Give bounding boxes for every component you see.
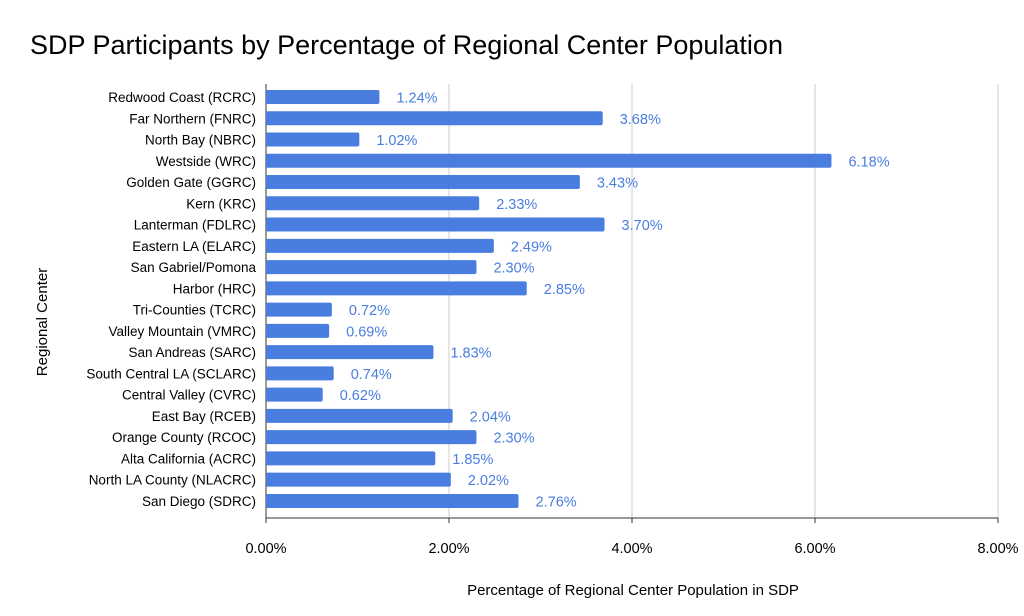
data-label: 1.24% (396, 91, 437, 107)
category-label: San Andreas (SARC) (128, 345, 256, 360)
category-label: North Bay (NBRC) (145, 133, 256, 148)
category-label: Orange County (RCOC) (112, 430, 256, 445)
bar (266, 302, 332, 317)
category-label: South Central LA (SCLARC) (86, 366, 256, 381)
category-label: Redwood Coast (RCRC) (108, 90, 256, 105)
bar (266, 132, 360, 147)
labels: 0.00% 2.00% 4.00% 6.00% 8.00% Redwood Coast (… (86, 90, 1018, 557)
data-label: 2.33% (496, 197, 537, 213)
bar (266, 175, 580, 190)
x-axis-title: Percentage of Regional Center Population… (467, 582, 799, 599)
bar (266, 430, 477, 445)
y-axis-title: Regional Center (34, 268, 51, 376)
category-label: Tri-Counties (TCRC) (133, 303, 256, 318)
category-label: East Bay (RCEB) (152, 409, 256, 424)
x-tick-label: 6.00% (794, 541, 835, 557)
data-label: 2.30% (493, 261, 534, 277)
bar (266, 217, 605, 232)
category-label: Harbor (HRC) (173, 281, 256, 296)
data-label: 0.69% (346, 324, 387, 340)
data-label: 2.49% (511, 239, 552, 255)
data-label: 3.70% (622, 218, 663, 234)
bar (266, 90, 380, 104)
category-label: Central Valley (CVRC) (122, 388, 256, 403)
bar (266, 387, 323, 402)
data-label: 2.85% (544, 282, 585, 298)
bar (266, 345, 434, 360)
bar (266, 153, 832, 168)
bars (266, 90, 832, 508)
bar (266, 281, 527, 296)
bar (266, 323, 330, 338)
bar (266, 238, 494, 253)
data-label: 3.68% (620, 112, 661, 128)
x-tick-label: 0.00% (245, 541, 286, 557)
data-label: 0.72% (349, 303, 390, 319)
bar (266, 111, 603, 126)
x-tick-label: 4.00% (611, 541, 652, 557)
category-label: Golden Gate (GGRC) (126, 175, 256, 190)
category-label: Valley Mountain (VMRC) (108, 324, 256, 339)
data-label: 0.74% (351, 367, 392, 383)
bar (266, 196, 480, 211)
data-label: 2.30% (493, 431, 534, 447)
data-label: 6.18% (848, 154, 889, 170)
data-label: 3.43% (597, 176, 638, 192)
category-label: San Diego (SDRC) (142, 494, 256, 509)
data-label: 1.83% (450, 346, 491, 362)
data-label: 0.62% (340, 388, 381, 404)
bar (266, 260, 477, 275)
data-label: 1.02% (376, 133, 417, 149)
data-label: 2.02% (468, 473, 509, 489)
category-label: Alta California (ACRC) (121, 451, 256, 466)
bar (266, 493, 519, 508)
category-label: San Gabriel/Pomona (131, 260, 257, 275)
bar (266, 366, 334, 381)
category-label: Far Northern (FNRC) (129, 111, 256, 126)
x-tick-label: 2.00% (428, 541, 469, 557)
chart-title: SDP Participants by Percentage of Region… (30, 30, 783, 60)
data-label: 2.04% (470, 409, 511, 425)
bar (266, 451, 436, 466)
x-tick-label: 8.00% (977, 541, 1018, 557)
category-label: Lanterman (FDLRC) (134, 218, 256, 233)
data-label: 1.85% (452, 452, 493, 468)
category-label: Kern (KRC) (186, 196, 256, 211)
category-label: Eastern LA (ELARC) (132, 239, 256, 254)
category-label: North LA County (NLACRC) (89, 473, 256, 488)
data-label: 2.76% (536, 494, 577, 510)
bar (266, 408, 453, 423)
bar (266, 472, 451, 487)
category-label: Westside (WRC) (156, 154, 256, 169)
